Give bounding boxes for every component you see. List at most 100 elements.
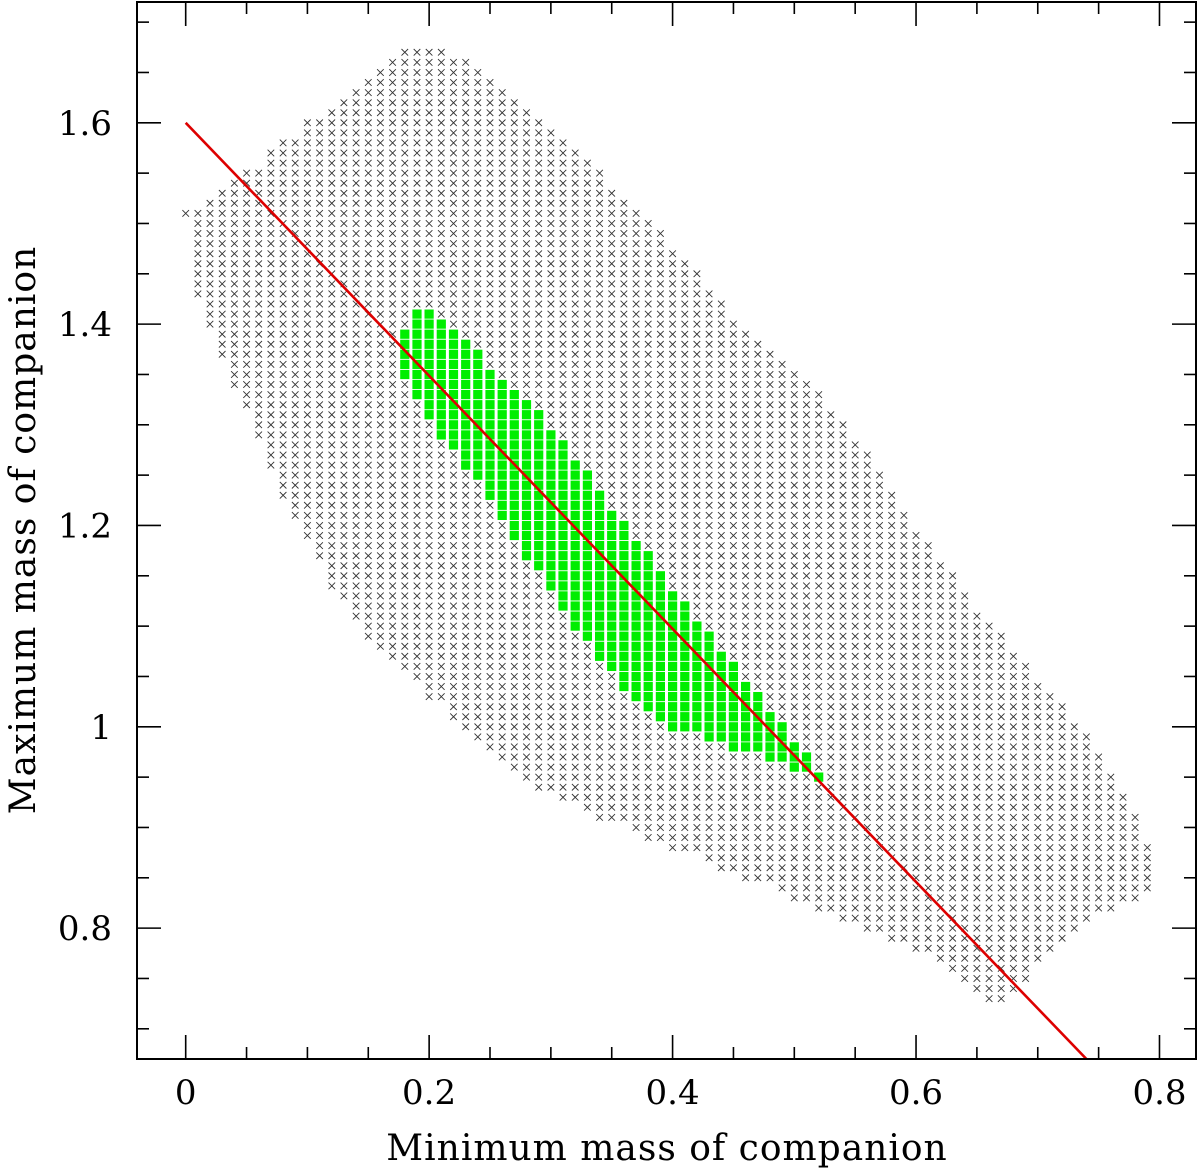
x-marker bbox=[608, 219, 616, 228]
x-marker bbox=[948, 622, 957, 630]
x-marker bbox=[437, 451, 445, 459]
x-marker bbox=[401, 441, 409, 449]
green-square bbox=[680, 681, 690, 692]
x-marker bbox=[1009, 954, 1018, 962]
x-marker bbox=[1082, 813, 1091, 822]
x-marker bbox=[644, 401, 652, 409]
x-marker bbox=[413, 531, 421, 540]
green-square bbox=[692, 621, 702, 631]
x-marker bbox=[839, 592, 847, 600]
x-marker bbox=[766, 360, 774, 369]
green-square bbox=[546, 551, 556, 561]
x-marker bbox=[754, 813, 762, 822]
x-marker bbox=[729, 622, 738, 630]
x-marker bbox=[279, 199, 287, 207]
x-marker bbox=[985, 944, 993, 952]
x-marker bbox=[315, 159, 324, 167]
x-marker bbox=[462, 521, 470, 530]
green-square bbox=[655, 581, 665, 591]
x-marker bbox=[815, 813, 823, 822]
x-marker bbox=[802, 501, 811, 509]
x-marker bbox=[681, 471, 689, 479]
x-marker bbox=[948, 833, 957, 842]
x-marker bbox=[656, 431, 665, 439]
x-marker bbox=[912, 864, 920, 872]
x-marker bbox=[644, 471, 652, 479]
x-marker bbox=[875, 763, 884, 771]
x-marker bbox=[462, 189, 470, 197]
x-marker bbox=[486, 521, 494, 530]
x-marker bbox=[815, 612, 823, 620]
x-marker bbox=[1058, 713, 1066, 721]
green-square bbox=[692, 671, 702, 682]
x-marker bbox=[656, 501, 665, 509]
x-marker bbox=[547, 149, 555, 157]
x-marker bbox=[364, 421, 372, 429]
x-marker bbox=[729, 803, 738, 811]
x-marker bbox=[425, 642, 433, 650]
green-square bbox=[595, 651, 605, 661]
green-square bbox=[582, 510, 592, 520]
green-square bbox=[607, 581, 617, 591]
green-square bbox=[509, 530, 519, 541]
x-marker bbox=[1021, 713, 1030, 721]
x-marker bbox=[413, 642, 421, 650]
x-marker bbox=[754, 783, 762, 791]
x-marker bbox=[778, 592, 786, 600]
x-marker bbox=[729, 511, 738, 520]
x-marker bbox=[462, 541, 470, 550]
x-marker bbox=[875, 652, 884, 660]
x-marker bbox=[376, 290, 385, 298]
x-marker bbox=[900, 884, 908, 892]
x-marker bbox=[741, 864, 750, 872]
x-marker bbox=[583, 753, 592, 761]
x-marker bbox=[437, 552, 445, 560]
green-square bbox=[534, 530, 544, 541]
green-square bbox=[582, 541, 592, 551]
x-marker bbox=[778, 401, 786, 409]
x-marker bbox=[632, 229, 640, 238]
green-square bbox=[655, 641, 665, 651]
x-marker bbox=[888, 612, 896, 620]
x-marker bbox=[279, 290, 287, 298]
x-marker bbox=[291, 290, 299, 298]
green-square bbox=[668, 591, 678, 601]
x-marker bbox=[486, 169, 494, 177]
x-marker bbox=[754, 441, 762, 449]
x-marker bbox=[997, 944, 1005, 952]
x-marker bbox=[936, 894, 945, 902]
green-square bbox=[521, 490, 532, 500]
x-marker bbox=[547, 682, 555, 691]
x-marker bbox=[620, 310, 628, 318]
x-marker bbox=[559, 290, 567, 298]
x-marker bbox=[291, 280, 299, 288]
x-marker bbox=[291, 421, 299, 429]
x-marker bbox=[279, 239, 287, 248]
x-marker bbox=[1034, 733, 1042, 741]
x-marker bbox=[303, 280, 312, 288]
x-marker bbox=[522, 733, 531, 741]
x-marker bbox=[778, 461, 786, 469]
x-marker bbox=[535, 602, 543, 610]
x-marker bbox=[401, 662, 409, 671]
x-marker bbox=[741, 874, 750, 882]
x-marker bbox=[973, 793, 981, 801]
x-marker bbox=[364, 340, 372, 348]
x-marker bbox=[754, 491, 762, 499]
x-marker bbox=[462, 310, 470, 318]
x-marker bbox=[1058, 914, 1066, 922]
x-marker bbox=[644, 713, 652, 721]
x-marker bbox=[632, 521, 640, 530]
x-marker bbox=[559, 733, 567, 741]
x-marker bbox=[644, 360, 652, 369]
x-marker bbox=[729, 854, 738, 862]
x-marker bbox=[875, 783, 884, 791]
x-marker bbox=[291, 219, 299, 228]
green-square bbox=[680, 611, 690, 621]
x-marker bbox=[437, 592, 445, 600]
x-marker bbox=[449, 159, 458, 167]
green-square bbox=[485, 379, 495, 390]
x-marker bbox=[462, 692, 470, 701]
x-marker bbox=[839, 491, 847, 499]
x-marker bbox=[888, 622, 896, 630]
